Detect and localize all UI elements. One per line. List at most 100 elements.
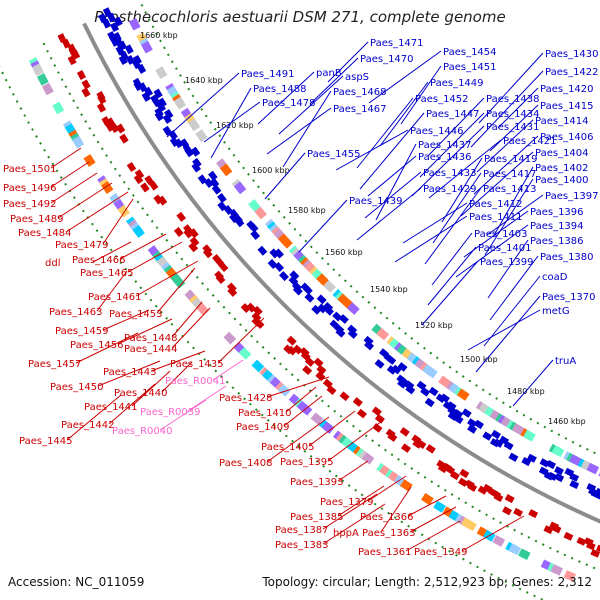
forward-gene bbox=[274, 248, 284, 259]
cog-block bbox=[551, 445, 565, 458]
reverse-gene bbox=[477, 485, 488, 495]
gene-label: Paes_1459 bbox=[55, 326, 109, 337]
gene-label: Paes_1366 bbox=[360, 512, 414, 523]
label-leader bbox=[428, 139, 502, 199]
dotted-ring-2 bbox=[0, 65, 546, 600]
label-leader bbox=[217, 317, 265, 364]
forward-gene bbox=[192, 157, 202, 168]
tick-label: 1580 kbp bbox=[288, 206, 326, 215]
forward-gene bbox=[248, 222, 259, 233]
cog-block bbox=[173, 96, 186, 110]
reverse-gene bbox=[240, 303, 251, 314]
forward-gene bbox=[446, 401, 457, 411]
accession-text: Accession: NC_011059 bbox=[8, 575, 145, 589]
gene-label: Paes_1387 bbox=[275, 525, 329, 536]
gene-label: Paes_R0040 bbox=[112, 426, 172, 437]
reverse-gene bbox=[493, 492, 504, 503]
label-leader bbox=[375, 143, 417, 221]
reverse-gene bbox=[215, 274, 226, 285]
label-leader bbox=[455, 224, 529, 278]
cog-block bbox=[72, 135, 85, 149]
gene-label: Paes_1456 bbox=[70, 340, 124, 351]
reverse-gene bbox=[97, 94, 107, 105]
label-leader bbox=[57, 182, 113, 219]
gene-label: Paes_1465 bbox=[80, 268, 134, 279]
gene-label: Paes_1488 bbox=[253, 84, 307, 95]
label-leader bbox=[335, 129, 409, 171]
forward-gene bbox=[428, 386, 439, 397]
forward-gene bbox=[405, 384, 416, 395]
reverse-gene bbox=[188, 242, 199, 253]
forward-gene bbox=[257, 245, 268, 256]
cog-block bbox=[41, 82, 54, 96]
forward-gene bbox=[304, 292, 315, 303]
reverse-gene bbox=[326, 385, 337, 396]
label-leader bbox=[380, 486, 412, 533]
cog-block bbox=[321, 421, 335, 434]
label-leader bbox=[278, 75, 344, 135]
forward-gene bbox=[217, 193, 227, 204]
gene-label: Paes_1436 bbox=[418, 152, 472, 163]
label-leader bbox=[171, 301, 203, 338]
gene-label: ddl bbox=[45, 258, 60, 269]
label-leader bbox=[367, 475, 407, 502]
gene-label: Paes_1394 bbox=[530, 221, 584, 232]
cog-block bbox=[421, 493, 434, 506]
reverse-gene bbox=[81, 79, 91, 90]
cog-block bbox=[376, 327, 390, 341]
label-leader bbox=[212, 359, 244, 381]
label-leader bbox=[50, 161, 90, 188]
label-leader bbox=[475, 295, 541, 373]
label-leader bbox=[461, 515, 525, 552]
label-leader bbox=[66, 394, 122, 441]
cog-block bbox=[346, 302, 360, 315]
label-leader bbox=[427, 246, 477, 306]
forward-gene bbox=[461, 408, 472, 418]
label-leader bbox=[322, 493, 378, 530]
label-leader bbox=[460, 151, 534, 217]
cog-block bbox=[195, 129, 208, 143]
forward-gene bbox=[467, 418, 478, 428]
gene-label: Paes_1428 bbox=[219, 393, 273, 404]
cog-block bbox=[323, 280, 336, 293]
cog-block bbox=[523, 429, 536, 442]
label-leader bbox=[407, 495, 447, 517]
reverse-gene bbox=[374, 414, 385, 424]
forward-gene bbox=[211, 184, 222, 195]
reverse-gene bbox=[148, 180, 159, 191]
gene-label: Paes_1433 bbox=[423, 168, 477, 179]
forward-gene bbox=[439, 393, 450, 403]
cog-block bbox=[251, 359, 265, 373]
gene-label: Paes_R0039 bbox=[140, 407, 200, 418]
gene-label: hppA bbox=[333, 528, 359, 539]
cog-block bbox=[361, 452, 375, 465]
forward-gene bbox=[113, 16, 123, 27]
forward-gene bbox=[554, 473, 565, 483]
label-leader bbox=[102, 198, 134, 245]
reverse-gene bbox=[292, 344, 303, 355]
label-leader bbox=[92, 241, 132, 263]
label-leader bbox=[463, 210, 529, 258]
tick-label: 1620 kbp bbox=[216, 121, 254, 130]
gene-label: Paes_1379 bbox=[320, 497, 374, 508]
gene-label: Paes_1461 bbox=[88, 292, 142, 303]
reverse-gene bbox=[254, 318, 265, 329]
gene-label: panB bbox=[316, 68, 342, 79]
reverse-gene bbox=[563, 531, 574, 541]
gene-label: Paes_1405 bbox=[261, 442, 315, 453]
dotted-ring-1 bbox=[42, 42, 597, 570]
gene-label: Paes_1457 bbox=[28, 359, 82, 370]
cog-block bbox=[155, 66, 168, 79]
reverse-gene bbox=[596, 544, 600, 554]
forward-gene bbox=[157, 97, 167, 108]
gene-label: Paes_1452 bbox=[415, 94, 469, 105]
forward-gene bbox=[453, 414, 464, 425]
gene-label: Paes_1403 bbox=[474, 229, 528, 240]
gene-label: Paes_1414 bbox=[535, 116, 589, 127]
cog-block bbox=[433, 500, 446, 513]
forward-gene bbox=[546, 460, 556, 470]
reverse-gene bbox=[590, 548, 600, 558]
gene-label: Paes_1496 bbox=[3, 183, 57, 194]
